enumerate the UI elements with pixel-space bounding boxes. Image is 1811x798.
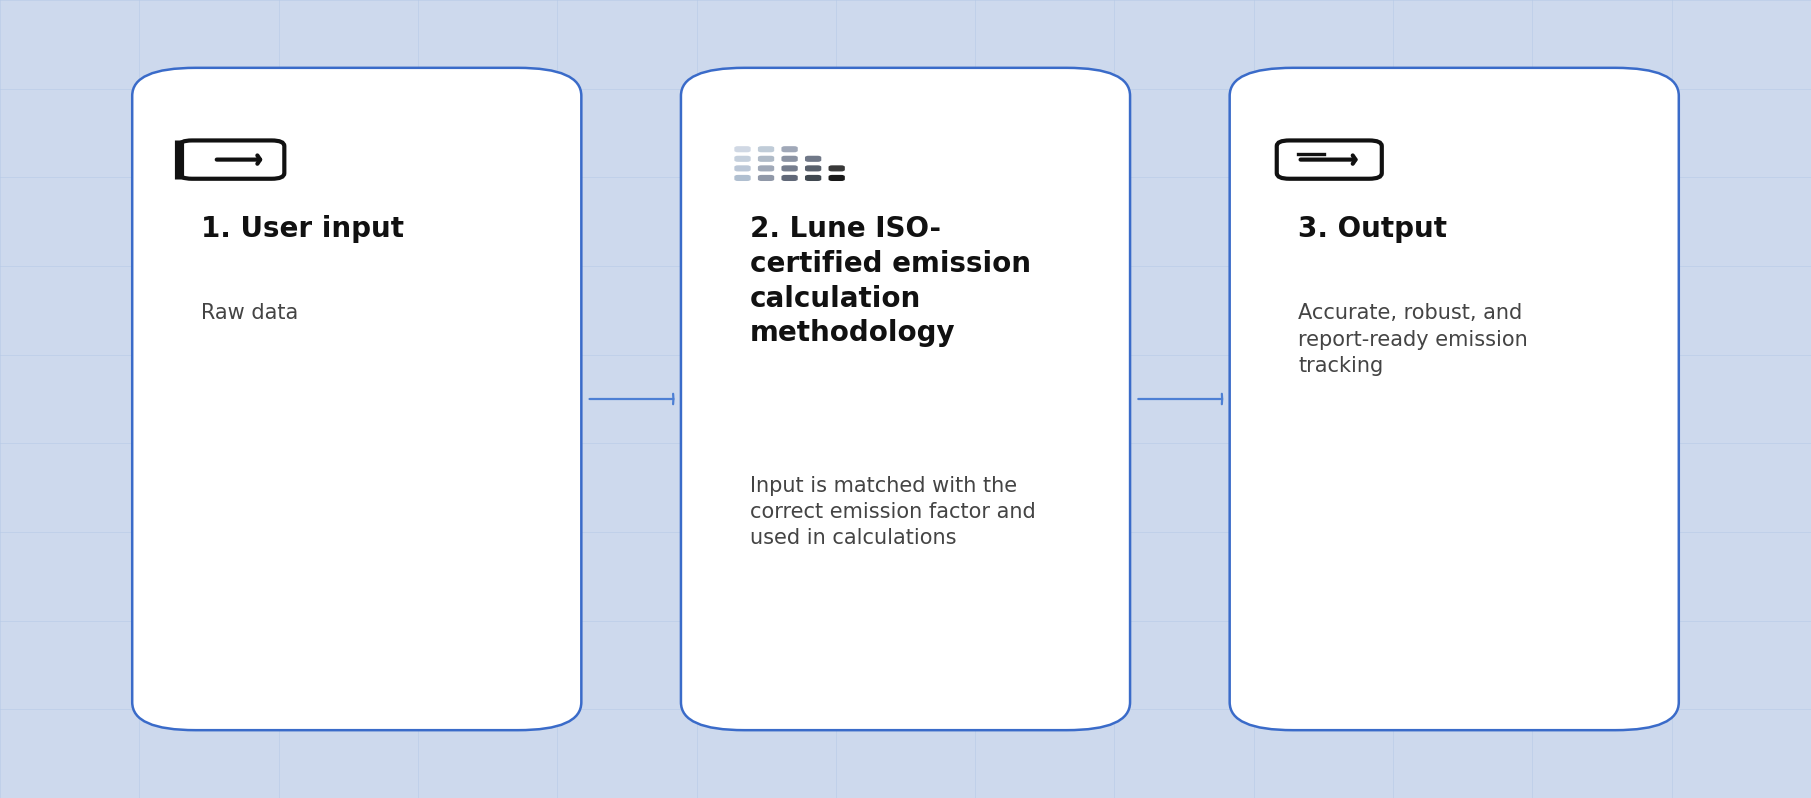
FancyBboxPatch shape <box>806 165 822 172</box>
FancyBboxPatch shape <box>1277 140 1382 179</box>
FancyBboxPatch shape <box>806 156 822 162</box>
FancyBboxPatch shape <box>782 156 799 162</box>
FancyBboxPatch shape <box>132 68 581 730</box>
FancyBboxPatch shape <box>782 175 799 181</box>
FancyBboxPatch shape <box>782 146 799 152</box>
FancyBboxPatch shape <box>1230 68 1679 730</box>
FancyBboxPatch shape <box>782 165 799 172</box>
Text: 2. Lune ISO-
certified emission
calculation
methodology: 2. Lune ISO- certified emission calculat… <box>750 215 1030 347</box>
FancyBboxPatch shape <box>735 165 752 172</box>
Text: Raw data: Raw data <box>201 303 299 323</box>
FancyBboxPatch shape <box>735 175 752 181</box>
FancyBboxPatch shape <box>759 146 775 152</box>
Text: Accurate, robust, and
report-ready emission
tracking: Accurate, robust, and report-ready emiss… <box>1298 303 1528 376</box>
FancyBboxPatch shape <box>829 165 844 172</box>
FancyBboxPatch shape <box>735 156 752 162</box>
FancyBboxPatch shape <box>179 140 284 179</box>
Text: 1. User input: 1. User input <box>201 215 404 243</box>
Text: 3. Output: 3. Output <box>1298 215 1447 243</box>
FancyBboxPatch shape <box>759 175 775 181</box>
FancyBboxPatch shape <box>806 175 822 181</box>
FancyBboxPatch shape <box>759 156 775 162</box>
FancyBboxPatch shape <box>735 146 752 152</box>
FancyBboxPatch shape <box>759 165 775 172</box>
FancyBboxPatch shape <box>681 68 1130 730</box>
FancyBboxPatch shape <box>829 175 844 181</box>
Text: Input is matched with the
correct emission factor and
used in calculations: Input is matched with the correct emissi… <box>750 476 1036 548</box>
